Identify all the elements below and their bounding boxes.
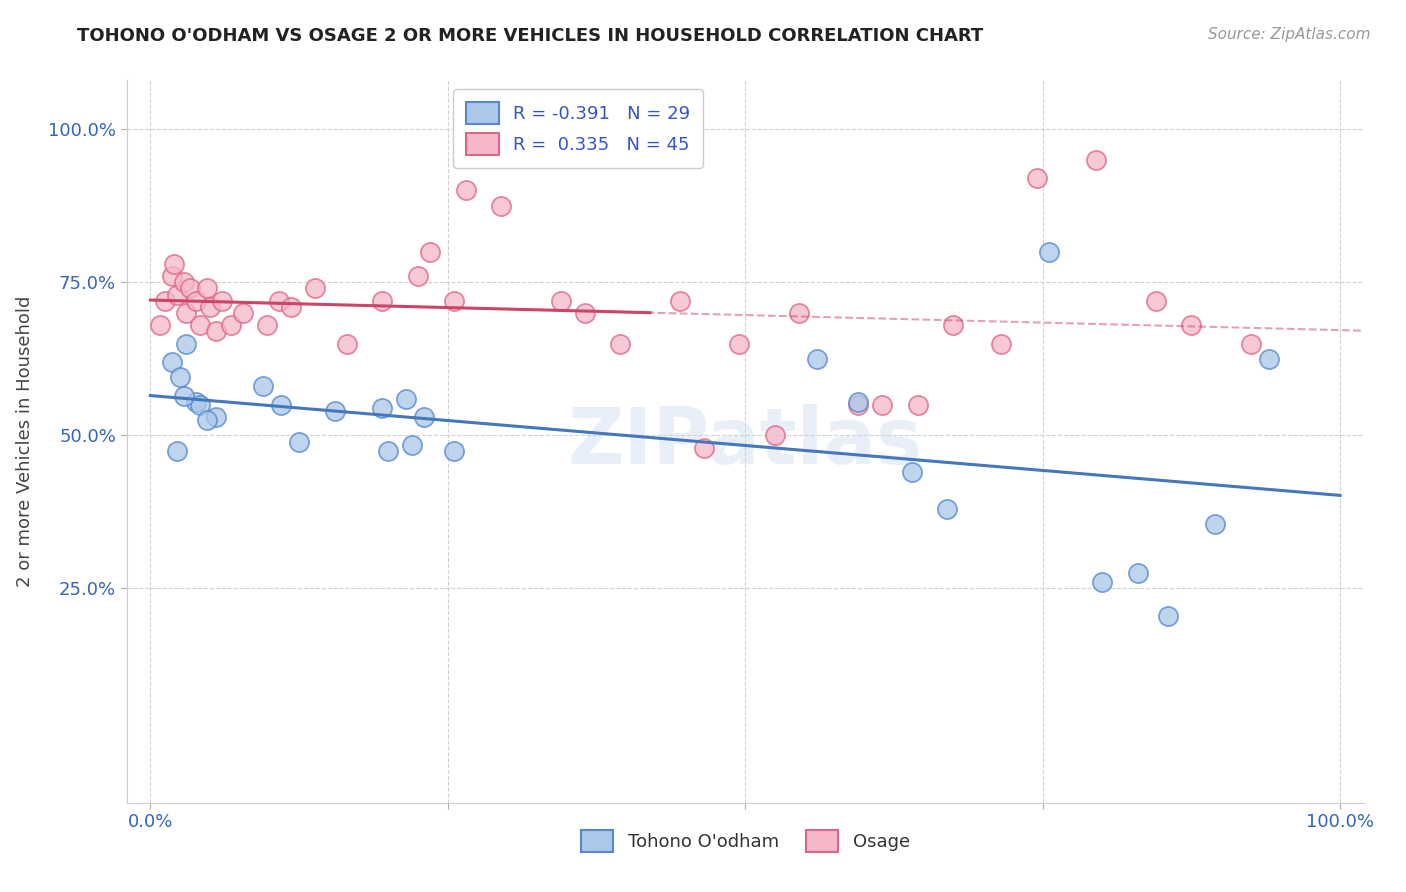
Point xyxy=(413,410,436,425)
Point xyxy=(1126,566,1149,581)
Point xyxy=(188,398,211,412)
Point xyxy=(395,392,418,406)
Point xyxy=(907,398,929,412)
Point xyxy=(846,398,869,412)
Point xyxy=(870,398,893,412)
Point xyxy=(846,394,869,409)
Point xyxy=(174,306,197,320)
Legend: Tohono O'odham, Osage: Tohono O'odham, Osage xyxy=(574,822,917,859)
Point xyxy=(288,434,311,449)
Point xyxy=(419,244,441,259)
Point xyxy=(609,336,631,351)
Point xyxy=(232,306,254,320)
Point xyxy=(1240,336,1263,351)
Point xyxy=(166,443,188,458)
Point xyxy=(160,269,183,284)
Point xyxy=(574,306,596,320)
Point xyxy=(1085,153,1108,167)
Point xyxy=(219,318,242,333)
Point xyxy=(197,413,219,427)
Point xyxy=(1038,244,1060,259)
Point xyxy=(198,300,221,314)
Point xyxy=(763,428,786,442)
Point xyxy=(491,199,513,213)
Point xyxy=(550,293,572,308)
Point xyxy=(252,379,274,393)
Text: TOHONO O'ODHAM VS OSAGE 2 OR MORE VEHICLES IN HOUSEHOLD CORRELATION CHART: TOHONO O'ODHAM VS OSAGE 2 OR MORE VEHICL… xyxy=(77,27,984,45)
Point xyxy=(280,300,302,314)
Point xyxy=(160,355,183,369)
Point xyxy=(900,465,922,479)
Point xyxy=(1091,575,1114,590)
Point xyxy=(304,281,326,295)
Point xyxy=(692,441,714,455)
Point xyxy=(149,318,172,333)
Point xyxy=(377,443,399,458)
Point xyxy=(443,293,465,308)
Point xyxy=(406,269,429,284)
Point xyxy=(1257,351,1279,366)
Point xyxy=(197,281,219,295)
Point xyxy=(942,318,965,333)
Point xyxy=(1204,517,1226,532)
Point xyxy=(166,287,188,301)
Point xyxy=(443,443,465,458)
Point xyxy=(173,389,195,403)
Point xyxy=(401,437,423,451)
Point xyxy=(371,401,394,415)
Point xyxy=(204,410,226,425)
Point xyxy=(163,257,186,271)
Point xyxy=(1180,318,1202,333)
Point xyxy=(267,293,290,308)
Point xyxy=(188,318,211,333)
Point xyxy=(371,293,394,308)
Point xyxy=(184,293,207,308)
Point xyxy=(256,318,278,333)
Point xyxy=(323,404,346,418)
Point xyxy=(173,276,195,290)
Point xyxy=(1025,171,1047,186)
Point xyxy=(184,394,207,409)
Y-axis label: 2 or more Vehicles in Household: 2 or more Vehicles in Household xyxy=(17,296,34,587)
Point xyxy=(179,281,201,295)
Text: ZIPatlas: ZIPatlas xyxy=(568,403,922,480)
Point xyxy=(787,306,810,320)
Point xyxy=(454,184,477,198)
Point xyxy=(174,336,197,351)
Point xyxy=(990,336,1012,351)
Point xyxy=(1156,609,1178,624)
Point xyxy=(668,293,690,308)
Point xyxy=(153,293,176,308)
Text: Source: ZipAtlas.com: Source: ZipAtlas.com xyxy=(1208,27,1371,42)
Point xyxy=(169,370,191,384)
Point xyxy=(270,398,292,412)
Point xyxy=(211,293,233,308)
Point xyxy=(936,502,959,516)
Point xyxy=(806,351,828,366)
Point xyxy=(336,336,359,351)
Point xyxy=(728,336,751,351)
Point xyxy=(204,324,226,338)
Point xyxy=(1144,293,1167,308)
